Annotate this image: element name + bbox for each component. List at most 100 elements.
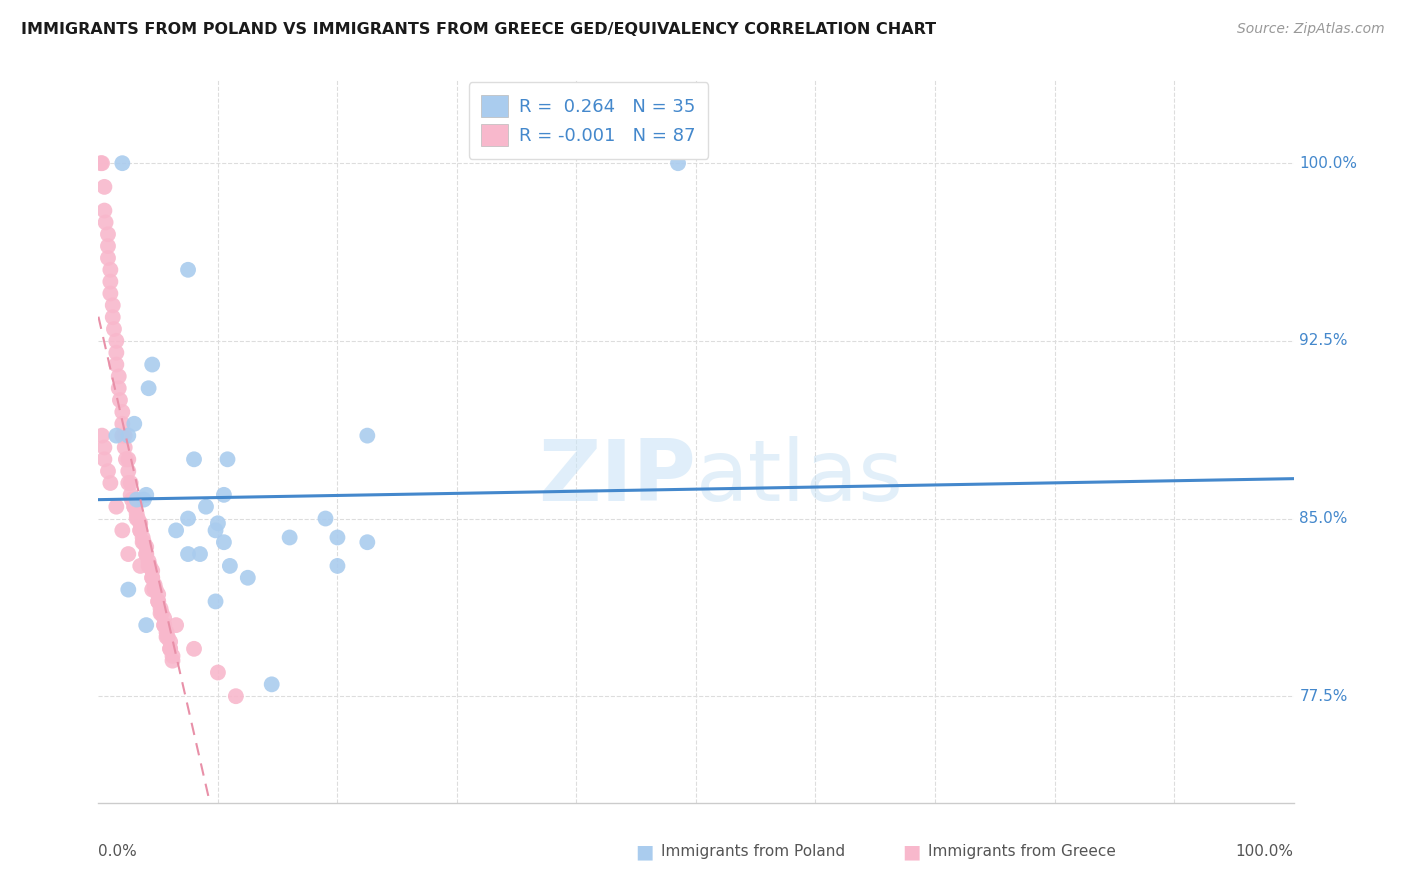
Point (103, 322, 125, 336)
Point (139, 558, 162, 573)
Point (125, 507, 148, 521)
Text: 85.0%: 85.0% (1299, 511, 1348, 526)
Text: ■: ■ (903, 842, 921, 862)
Point (98, 275, 122, 289)
Point (114, 441, 136, 455)
Point (117, 475, 139, 490)
Point (111, 417, 134, 431)
Point (159, 641, 181, 656)
Point (141, 564, 163, 578)
Point (153, 618, 176, 632)
Point (129, 524, 152, 538)
Point (212, 488, 235, 502)
Point (204, 524, 226, 538)
Point (127, 511, 149, 525)
Point (101, 298, 124, 312)
Point (107, 381, 129, 395)
Text: 100.0%: 100.0% (1299, 156, 1358, 170)
Point (97, 464, 120, 478)
Point (117, 464, 139, 478)
Point (111, 405, 134, 419)
Point (124, 492, 146, 507)
Point (105, 358, 128, 372)
Point (135, 618, 157, 632)
Point (93, 452, 115, 467)
Point (120, 475, 142, 490)
Point (97, 227, 120, 242)
Point (165, 618, 187, 632)
Point (204, 594, 226, 608)
Point (326, 558, 349, 573)
Point (124, 500, 146, 514)
Point (93, 441, 115, 455)
Point (91, 428, 114, 442)
Point (236, 571, 259, 585)
Point (162, 648, 184, 663)
Point (117, 452, 139, 467)
Point (125, 492, 148, 507)
Point (141, 571, 163, 585)
Point (219, 558, 242, 573)
Point (141, 571, 163, 585)
Point (165, 524, 187, 538)
Point (135, 488, 157, 502)
Point (212, 535, 235, 549)
Point (120, 488, 142, 502)
Point (141, 582, 163, 597)
Point (117, 547, 139, 561)
Point (125, 511, 148, 525)
Point (98, 262, 122, 277)
Point (141, 358, 163, 372)
Point (129, 516, 152, 531)
Point (117, 428, 139, 442)
Point (155, 625, 177, 640)
Point (121, 492, 143, 507)
Point (159, 634, 181, 648)
Point (143, 582, 166, 597)
Point (131, 535, 153, 549)
Point (207, 665, 229, 680)
Point (115, 452, 138, 467)
Point (131, 531, 153, 545)
Point (148, 587, 170, 601)
Point (159, 641, 181, 656)
Point (93, 180, 115, 194)
Point (225, 689, 247, 703)
Point (356, 535, 378, 549)
Point (207, 516, 229, 531)
Point (117, 582, 139, 597)
Point (124, 500, 146, 514)
Point (129, 558, 152, 573)
Point (145, 582, 167, 597)
Point (150, 607, 173, 621)
Text: IMMIGRANTS FROM POLAND VS IMMIGRANTS FROM GREECE GED/EQUIVALENCY CORRELATION CHA: IMMIGRANTS FROM POLAND VS IMMIGRANTS FRO… (21, 22, 936, 37)
Text: ■: ■ (636, 842, 654, 862)
Point (97, 239, 120, 253)
Point (153, 618, 176, 632)
Point (91, 156, 114, 170)
Text: ZIP: ZIP (538, 436, 696, 519)
Point (111, 428, 134, 442)
Point (129, 524, 152, 538)
Point (148, 594, 170, 608)
Text: atlas: atlas (696, 436, 904, 519)
Point (153, 611, 176, 625)
Point (183, 641, 205, 656)
Point (149, 601, 172, 615)
Point (162, 654, 184, 668)
Point (326, 531, 349, 545)
Point (188, 547, 211, 561)
Point (111, 524, 134, 538)
Point (135, 547, 157, 561)
Point (195, 500, 218, 514)
Point (143, 578, 166, 592)
Point (132, 535, 155, 549)
Point (105, 334, 128, 348)
Point (132, 492, 155, 507)
Point (135, 540, 157, 554)
Text: Source: ZipAtlas.com: Source: ZipAtlas.com (1237, 22, 1385, 37)
Point (105, 345, 128, 359)
Text: Immigrants from Greece: Immigrants from Greece (928, 845, 1116, 859)
Point (114, 428, 136, 442)
Point (183, 452, 205, 467)
